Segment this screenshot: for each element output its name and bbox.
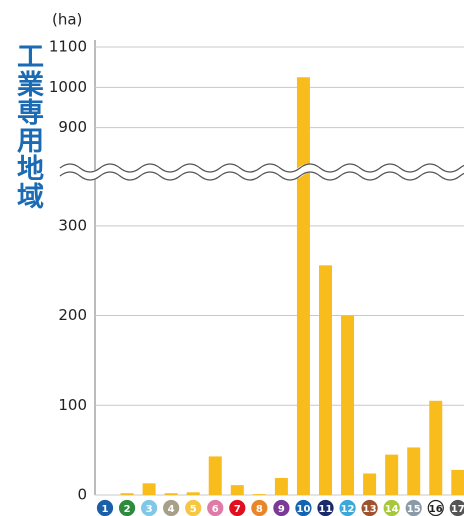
x-tick-label: 16 (429, 504, 443, 515)
x-tick-label: 12 (341, 504, 355, 515)
bar (407, 447, 421, 495)
y-tick-label: 1000 (49, 78, 87, 96)
x-tick-label: 17 (451, 504, 464, 515)
y-tick-label: 100 (58, 396, 87, 414)
break-line (59, 171, 464, 181)
x-tick-label: 8 (256, 504, 263, 515)
bar (363, 473, 377, 495)
x-tick-label: 9 (278, 504, 285, 515)
x-tick-label: 1 (102, 504, 109, 515)
bar (319, 265, 332, 495)
break-line (59, 163, 464, 173)
bar (274, 477, 288, 495)
bar (142, 483, 156, 495)
bar (120, 493, 134, 495)
x-tick-label: 11 (319, 504, 333, 515)
y-tick-label: 200 (58, 306, 87, 324)
x-tick-label: 7 (234, 504, 241, 515)
x-tick-label: 6 (212, 504, 219, 515)
y-tick-label: 0 (77, 486, 87, 504)
break-gap (57, 163, 464, 181)
y-axis-title: 工業専用地域 (12, 42, 43, 210)
x-tick-label: 15 (407, 504, 421, 515)
x-tick-label: 2 (124, 504, 131, 515)
x-tick-label: 5 (190, 504, 197, 515)
unit-label: (ha) (52, 11, 82, 29)
y-tick-label: 300 (58, 216, 87, 234)
y-tick-label: 1100 (49, 38, 87, 56)
bar (341, 315, 355, 495)
bar (429, 400, 443, 495)
x-tick-label: 14 (385, 504, 399, 515)
x-tick-label: 13 (363, 504, 377, 515)
bar (164, 493, 178, 495)
bar (186, 492, 200, 495)
x-tick-label: 3 (146, 504, 153, 515)
axis-break (57, 163, 464, 181)
bar (230, 485, 244, 495)
x-tick-label: 10 (296, 504, 310, 515)
x-tick-label: 4 (168, 504, 175, 515)
bar (252, 494, 266, 495)
bar (208, 456, 222, 495)
bar (296, 77, 310, 495)
bar (451, 469, 464, 495)
y-tick-label: 900 (58, 118, 87, 136)
bar (385, 454, 399, 495)
